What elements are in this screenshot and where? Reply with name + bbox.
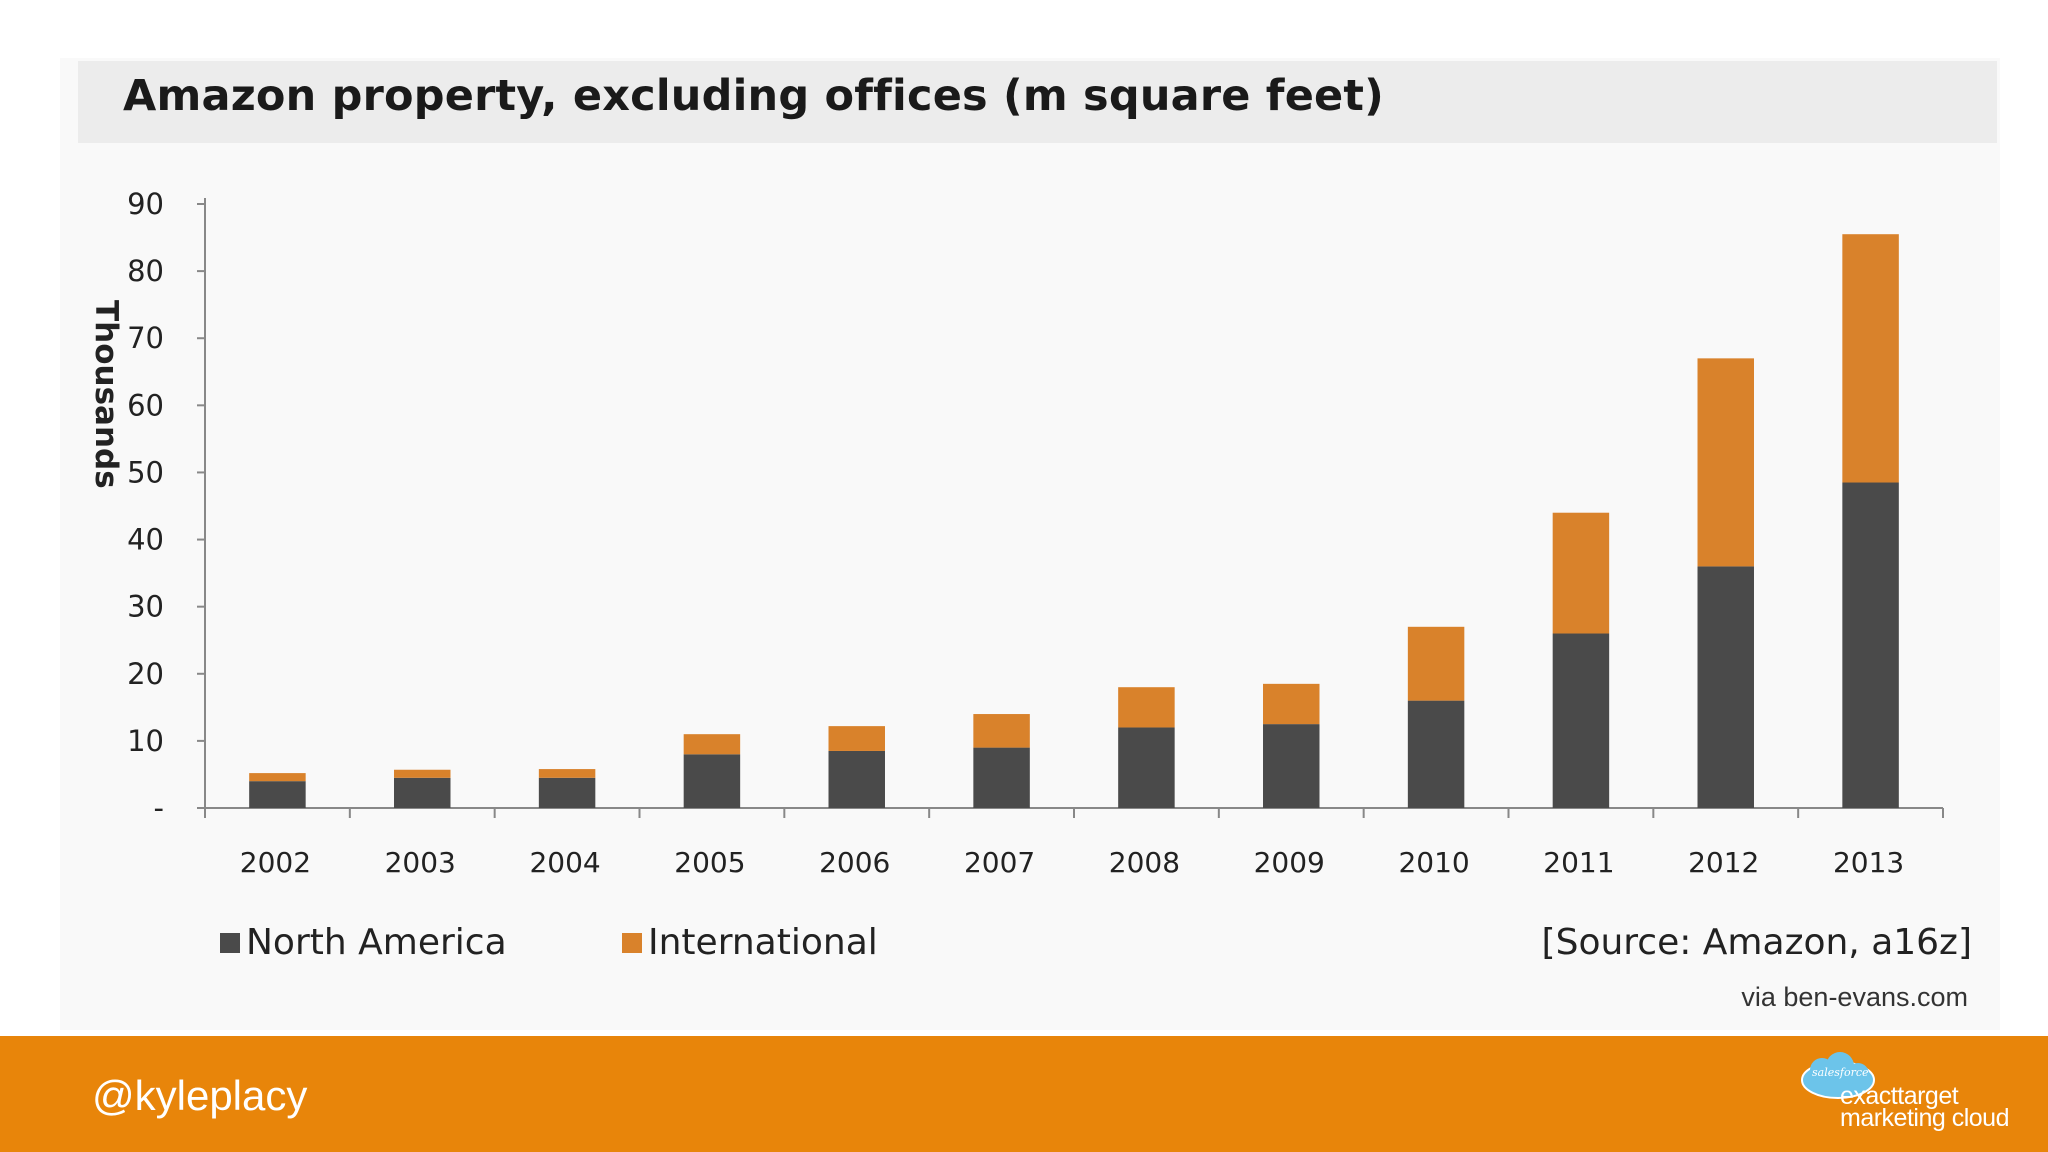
exacttarget-logo: salesforce exacttarget marketing cloud — [1798, 1050, 2009, 1140]
y-tick-label: 80 — [127, 254, 164, 288]
brand-cloud-text: salesforce — [1812, 1066, 1869, 1079]
y-tick-label: 10 — [127, 724, 164, 758]
y-tick-label: - — [154, 791, 164, 825]
y-tick-label: 40 — [127, 523, 164, 557]
bar-international-2007 — [973, 714, 1030, 748]
y-tick-label: 90 — [127, 187, 164, 221]
title-bar — [78, 61, 1997, 143]
bar-international-2011 — [1552, 512, 1610, 634]
bars — [249, 234, 1899, 808]
footer-bar — [0, 1036, 2048, 1152]
x-tick-label: 2003 — [385, 846, 456, 879]
bar-international-2012 — [1697, 358, 1754, 567]
x-tick-label: 2002 — [240, 846, 311, 879]
bar-north-america-2012 — [1697, 566, 1754, 808]
bar-north-america-2002 — [249, 781, 306, 808]
y-tick-label: 70 — [127, 321, 164, 355]
bar-north-america-2007 — [973, 747, 1030, 808]
legend-swatch-north-america — [220, 932, 240, 953]
bar-international-2005 — [683, 734, 741, 755]
y-tick-label: 20 — [127, 657, 164, 691]
x-tick-label: 2011 — [1543, 846, 1614, 879]
bar-north-america-2005 — [683, 754, 741, 808]
legend-item-north-america: North America — [220, 922, 507, 963]
via-note: via ben-evans.com — [1741, 982, 1968, 1012]
bar-international-2004 — [538, 769, 596, 778]
brand-line-2: marketing cloud — [1840, 1104, 2009, 1132]
chart-panel — [60, 58, 2000, 1030]
salesforce-cloud-icon — [1801, 1052, 1875, 1099]
bar-north-america-2013 — [1842, 482, 1899, 808]
y-axis: - 10 20 30 40 50 60 70 80 90 — [127, 187, 206, 825]
x-tick-label: 2004 — [529, 846, 600, 879]
bar-international-2002 — [249, 773, 306, 782]
bar-north-america-2006 — [828, 750, 885, 808]
y-tick-label: 50 — [127, 455, 164, 489]
bar-international-2009 — [1263, 683, 1320, 725]
source-note: [Source: Amazon, a16z] — [1541, 922, 1972, 963]
x-tick-label: 2013 — [1833, 846, 1904, 879]
bar-north-america-2004 — [538, 777, 596, 808]
x-tick-label: 2006 — [819, 846, 890, 879]
legend-item-international: International — [622, 922, 878, 963]
chart-title: Amazon property, excluding offices (m sq… — [123, 71, 1385, 121]
bar-north-america-2009 — [1263, 724, 1320, 808]
bar-north-america-2008 — [1118, 727, 1175, 808]
y-axis-label: Thousands — [88, 300, 124, 489]
x-tick-label: 2007 — [964, 846, 1035, 879]
bar-north-america-2010 — [1407, 700, 1465, 808]
bar-international-2006 — [828, 726, 885, 751]
bar-international-2003 — [394, 769, 451, 778]
x-tick-label: 2012 — [1688, 846, 1759, 879]
legend-label-international: International — [648, 922, 878, 963]
x-tick-label: 2010 — [1398, 846, 1469, 879]
x-tick-label: 2009 — [1254, 846, 1325, 879]
y-tick-label: 30 — [127, 590, 164, 624]
bar-north-america-2003 — [394, 777, 451, 808]
legend-swatch-international — [622, 932, 642, 953]
legend-label-north-america: North America — [246, 922, 507, 963]
bar-north-america-2011 — [1552, 633, 1610, 808]
y-tick-label: 60 — [127, 388, 164, 422]
stacked-bar-chart: - 10 20 30 40 50 60 70 80 90 2002 2003 2004 2005 2006… — [88, 187, 1944, 879]
bar-international-2013 — [1842, 234, 1899, 483]
bar-international-2010 — [1407, 626, 1465, 701]
bar-international-2008 — [1118, 687, 1175, 728]
x-tick-label: 2005 — [674, 846, 745, 879]
brand-line-1: exacttarget — [1840, 1082, 1959, 1110]
x-tick-label: 2008 — [1109, 846, 1180, 879]
twitter-handle: @kyleplacy — [92, 1072, 308, 1119]
x-axis: 2002 2003 2004 2005 2006 2007 2008 2009 2010 2011… — [204, 807, 1944, 879]
